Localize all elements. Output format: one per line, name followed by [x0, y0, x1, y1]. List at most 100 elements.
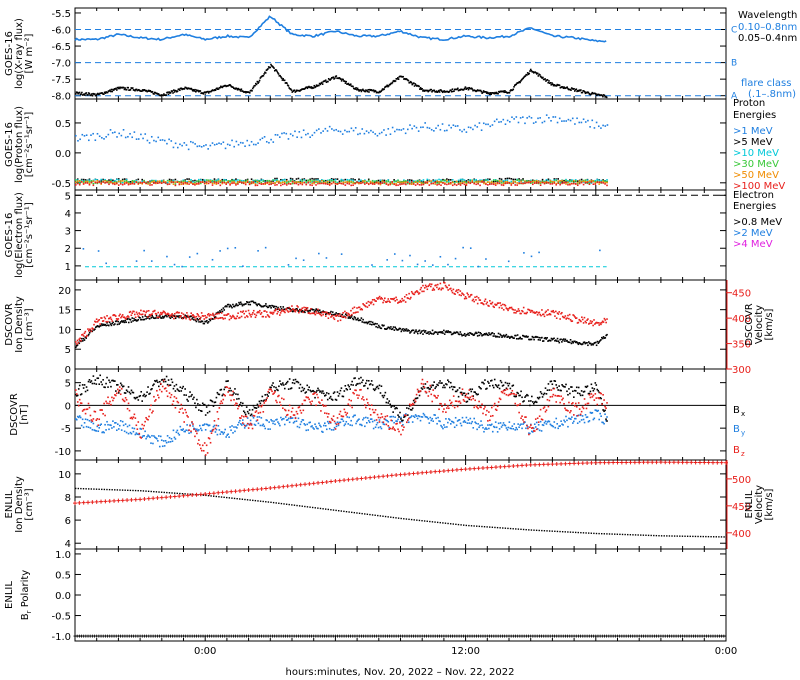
- proton-point: [274, 133, 277, 136]
- density-point: [522, 334, 524, 337]
- by-point: [85, 425, 88, 428]
- xray-long-point: [440, 89, 442, 92]
- velocity-point: [79, 337, 81, 340]
- xray-long-point: [422, 89, 425, 91]
- by-point: [156, 437, 158, 440]
- proton-point: [233, 145, 236, 148]
- density-point: [483, 333, 486, 335]
- proton-point: [188, 183, 190, 185]
- proton-point: [573, 179, 575, 182]
- proton-point: [326, 180, 329, 183]
- proton-point: [252, 143, 255, 146]
- proton-point: [337, 130, 340, 132]
- proton-point: [276, 183, 278, 186]
- velocity-point: [366, 306, 369, 308]
- proton-point: [391, 181, 393, 183]
- by-point: [542, 424, 545, 427]
- density-point: [468, 334, 470, 336]
- proton-point: [375, 181, 378, 184]
- density-point: [347, 317, 350, 319]
- velocity-point: [501, 307, 503, 309]
- by-point: [247, 423, 250, 425]
- proton-point: [436, 184, 438, 186]
- proton-point: [194, 179, 196, 182]
- bx-point: [111, 379, 113, 382]
- proton-point: [131, 182, 134, 185]
- density-point: [465, 334, 468, 336]
- density-point: [379, 327, 382, 329]
- proton-point: [403, 181, 405, 184]
- proton-point: [223, 180, 226, 182]
- y-tick-label: -5.5: [51, 9, 71, 20]
- by-point: [310, 425, 312, 428]
- by-point: [468, 422, 471, 424]
- bx-point: [193, 396, 195, 399]
- proton-point: [385, 134, 387, 136]
- velocity-point: [545, 310, 548, 313]
- xray-long-point: [468, 86, 471, 89]
- bx-point: [288, 378, 291, 380]
- velocity-point: [548, 313, 550, 316]
- proton-point: [78, 180, 81, 182]
- density-point: [245, 301, 248, 303]
- density-point: [266, 306, 269, 309]
- proton-point: [92, 182, 95, 185]
- density-point: [113, 323, 115, 326]
- by-point: [592, 418, 595, 421]
- proton-point: [313, 178, 315, 180]
- density-point: [272, 305, 274, 307]
- velocity-point: [269, 311, 272, 314]
- velocity-point: [502, 308, 505, 311]
- density-point: [507, 335, 509, 338]
- density-point: [202, 322, 205, 325]
- proton-point: [292, 134, 294, 137]
- density-point: [161, 315, 164, 318]
- by-point: [132, 430, 135, 433]
- bx-point: [355, 384, 357, 387]
- xray-long-point: [486, 91, 489, 94]
- velocity-point: [544, 311, 547, 314]
- velocity-point: [153, 309, 156, 312]
- proton-point: [565, 178, 567, 181]
- bx-point: [161, 378, 164, 381]
- by-point: [448, 419, 451, 421]
- by-point: [552, 425, 555, 428]
- velocity-point: [333, 318, 336, 321]
- bx-point: [142, 394, 144, 397]
- proton-point: [459, 129, 461, 131]
- by-point: [554, 426, 557, 429]
- density-point: [434, 331, 436, 333]
- by-point: [253, 423, 256, 426]
- electron-point: [264, 246, 267, 249]
- by-point: [200, 429, 203, 432]
- proton-point: [188, 180, 190, 183]
- density-point: [263, 305, 265, 307]
- proton-point: [82, 180, 85, 183]
- xray-long-point: [312, 87, 315, 89]
- proton-point: [276, 177, 278, 180]
- proton-point: [550, 119, 552, 122]
- xray-long-point: [463, 87, 466, 90]
- by-point: [210, 430, 213, 432]
- proton-point: [535, 182, 538, 184]
- velocity-point: [444, 284, 447, 287]
- bx-point: [329, 395, 332, 398]
- density-point: [103, 324, 106, 326]
- proton-point: [151, 180, 153, 182]
- velocity-point: [176, 311, 179, 313]
- by-point: [259, 424, 262, 427]
- bx-point: [208, 410, 211, 413]
- proton-point: [563, 182, 565, 184]
- xray-long-point: [171, 90, 174, 92]
- density-point: [231, 306, 233, 309]
- velocity-point: [400, 301, 403, 303]
- velocity-point: [220, 312, 223, 314]
- by-point: [188, 432, 190, 435]
- velocity-point: [591, 320, 594, 323]
- y-axis-title: log(Proton flux): [14, 106, 25, 183]
- proton-point: [404, 132, 407, 135]
- by-point: [262, 423, 265, 426]
- velocity-point: [584, 320, 587, 323]
- proton-point: [183, 142, 186, 144]
- proton-point: [551, 181, 554, 184]
